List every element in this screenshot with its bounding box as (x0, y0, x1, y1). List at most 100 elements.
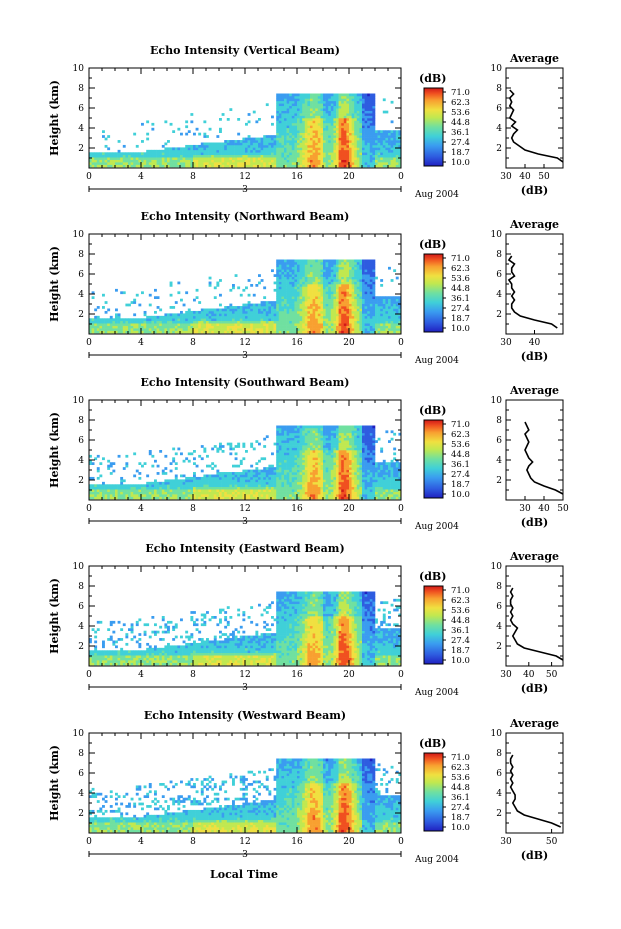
heatmap-cell (317, 130, 321, 133)
heatmap-cell (307, 144, 311, 148)
heatmap-cell (382, 159, 386, 163)
heatmap-cell (377, 149, 381, 153)
heatmap-cell (125, 462, 129, 465)
heatmap-cell (320, 110, 324, 114)
heatmap-cell (302, 306, 306, 309)
heatmap-cell (356, 130, 360, 133)
heatmap-cell (323, 110, 326, 114)
heatmap-cell (367, 269, 371, 273)
heatmap-cell (278, 144, 282, 148)
heatmap-cell (354, 293, 358, 297)
heatmap-cell (299, 135, 303, 138)
heatmap-cell (281, 110, 285, 114)
heatmap-cell (102, 494, 105, 497)
heatmap-cell (320, 274, 324, 277)
heatmap-cell (148, 491, 152, 495)
heatmap-cell (284, 159, 287, 163)
heatmap-cell (219, 315, 222, 319)
heatmap-cell (349, 162, 352, 165)
heatmap-cell (291, 313, 295, 317)
heatmap-cell (354, 328, 358, 331)
heatmap-cell (307, 105, 311, 109)
heatmap-cell (367, 301, 371, 304)
heatmap-cell (372, 276, 376, 280)
heatmap-cell (198, 301, 202, 304)
heatmap-cell (341, 137, 345, 141)
heatmap-cell (164, 323, 168, 326)
heatmap-cell (206, 164, 209, 168)
x-tick-label: 20 (343, 172, 355, 182)
heatmap-cell (291, 137, 295, 141)
heatmap-cell (325, 95, 329, 99)
date-label: Aug 2004 (414, 190, 459, 200)
heatmap-cell (294, 135, 298, 138)
heatmap-cell (208, 320, 212, 324)
heatmap-cell (177, 481, 181, 485)
heatmap-cell (224, 152, 228, 156)
heatmap-cell (320, 328, 324, 331)
heatmap-cell (369, 93, 373, 97)
heatmap-cell (351, 320, 355, 324)
heatmap-cell (323, 152, 326, 156)
heatmap-cell (172, 154, 176, 158)
heatmap-cell (276, 120, 280, 124)
heatmap-cell (156, 159, 160, 163)
heatmap-cell (304, 142, 308, 146)
heatmap-cell (226, 310, 230, 314)
heatmap-cell (312, 93, 316, 97)
heatmap-cell (299, 132, 303, 136)
heatmap-cell (299, 308, 303, 312)
heatmap-cell (263, 303, 267, 307)
heatmap-cell (380, 162, 384, 165)
heatmap-cell (91, 491, 95, 495)
heatmap-cell (294, 284, 298, 287)
heatmap-cell (213, 464, 217, 468)
heatmap-cell (159, 486, 163, 490)
heatmap-cell (221, 162, 225, 165)
heatmap-cell (271, 328, 274, 331)
x-tick-label: 0 (86, 338, 92, 348)
heatmap-cell (255, 330, 259, 334)
heatmap-cell (291, 164, 295, 168)
heatmap-cell (372, 152, 376, 156)
heatmap-cell (291, 259, 295, 263)
heatmap-cell (234, 486, 238, 490)
heatmap-cell (120, 476, 124, 480)
heatmap-cell (395, 301, 399, 304)
heatmap-cell (273, 157, 277, 160)
heatmap-cell (169, 313, 173, 317)
heatmap-cell (315, 264, 319, 268)
heatmap-cell (333, 269, 337, 273)
heatmap-cell (362, 284, 365, 287)
heatmap-cell (330, 325, 334, 329)
heatmap-cell (258, 481, 261, 485)
heatmap-cell (341, 320, 345, 324)
heatmap-cell (177, 157, 181, 160)
heatmap-cell (226, 152, 230, 156)
heatmap-cell (216, 330, 220, 334)
heatmap-cell (307, 95, 311, 99)
heatmap-cell (226, 164, 230, 168)
heatmap-cell (226, 144, 230, 148)
heatmap-cell (289, 130, 293, 133)
heatmap-cell (377, 159, 381, 163)
heatmap-cell (273, 323, 277, 326)
heatmap-cell (380, 310, 384, 314)
heatmap-cell (276, 118, 280, 121)
heatmap-cell (380, 142, 384, 146)
heatmap-cell (364, 159, 368, 163)
heatmap-cell (120, 162, 124, 165)
heatmap-cell (219, 152, 222, 156)
heatmap-cell (375, 149, 378, 153)
heatmap-cell (122, 152, 126, 156)
heatmap-cell (359, 159, 363, 163)
heatmap-cell (122, 330, 126, 334)
heatmap-cell (195, 484, 199, 488)
heatmap-cell (193, 318, 196, 322)
heatmap-cell (317, 98, 321, 102)
heatmap-cell (174, 481, 178, 485)
heatmap-cell (141, 122, 144, 126)
heatmap-cell (245, 494, 248, 497)
heatmap-cell (167, 491, 170, 495)
heatmap-cell (291, 325, 295, 329)
